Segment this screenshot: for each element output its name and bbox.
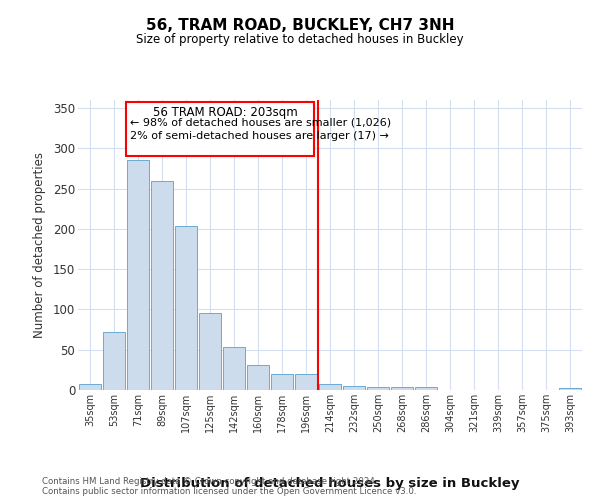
- Bar: [127, 160, 149, 390]
- Bar: [103, 332, 125, 390]
- Text: ← 98% of detached houses are smaller (1,026): ← 98% of detached houses are smaller (1,…: [130, 118, 391, 128]
- Bar: [271, 374, 293, 390]
- Bar: [391, 387, 413, 390]
- Bar: [199, 312, 221, 390]
- Bar: [415, 387, 437, 390]
- Text: Contains public sector information licensed under the Open Government Licence v3: Contains public sector information licen…: [42, 487, 416, 496]
- Bar: [247, 365, 269, 390]
- Bar: [175, 226, 197, 390]
- Text: Size of property relative to detached houses in Buckley: Size of property relative to detached ho…: [136, 32, 464, 46]
- Bar: [126, 102, 314, 156]
- Text: Contains HM Land Registry data © Crown copyright and database right 2024.: Contains HM Land Registry data © Crown c…: [42, 477, 377, 486]
- Text: 56, TRAM ROAD, BUCKLEY, CH7 3NH: 56, TRAM ROAD, BUCKLEY, CH7 3NH: [146, 18, 454, 32]
- Y-axis label: Number of detached properties: Number of detached properties: [33, 152, 46, 338]
- Text: 2% of semi-detached houses are larger (17) →: 2% of semi-detached houses are larger (1…: [130, 130, 388, 140]
- Text: 56 TRAM ROAD: 203sqm: 56 TRAM ROAD: 203sqm: [153, 106, 298, 120]
- Bar: [319, 384, 341, 390]
- Bar: [367, 387, 389, 390]
- Bar: [151, 180, 173, 390]
- Bar: [223, 348, 245, 390]
- X-axis label: Distribution of detached houses by size in Buckley: Distribution of detached houses by size …: [140, 476, 520, 490]
- Bar: [79, 384, 101, 390]
- Bar: [343, 386, 365, 390]
- Bar: [559, 388, 581, 390]
- Bar: [295, 374, 317, 390]
